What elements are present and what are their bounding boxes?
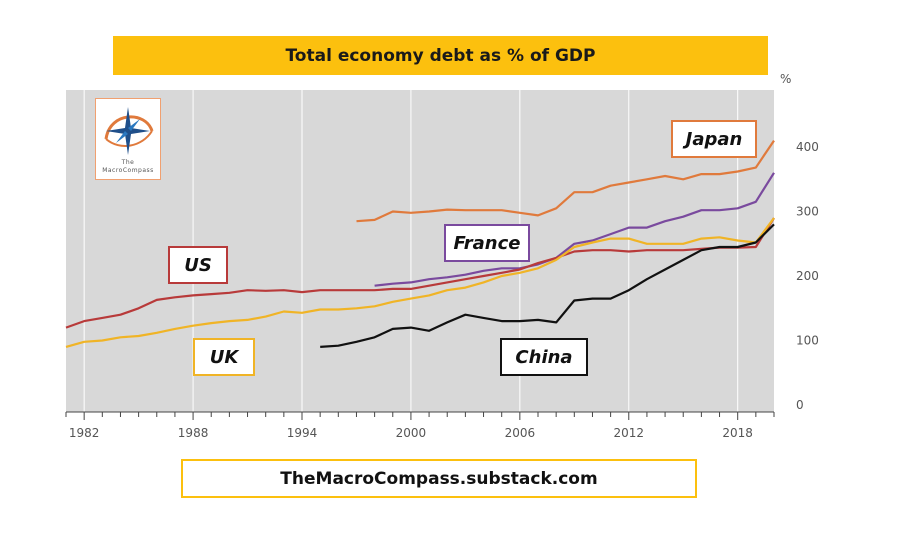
compass-icon (104, 107, 154, 155)
series-line-japan (356, 139, 775, 223)
label-us: US (168, 246, 228, 284)
macrocompass-logo: The MacroCompass (95, 98, 161, 180)
y-tick-label-0: 0 (796, 398, 804, 412)
label-japan: Japan (671, 120, 757, 158)
label-uk: UK (193, 338, 255, 376)
y-axis-unit: % (780, 72, 791, 86)
chart-title: Total economy debt as % of GDP (113, 36, 768, 75)
x-tick-label-2: 1994 (287, 426, 318, 440)
y-tick-label-3: 300 (796, 205, 819, 219)
x-tick-label-4: 2006 (505, 426, 536, 440)
label-france: France (444, 224, 530, 262)
footer-source: TheMacroCompass.substack.com (181, 459, 697, 498)
series-line-china (320, 223, 775, 348)
x-tick-label-6: 2018 (722, 426, 753, 440)
logo-line-2: MacroCompass (102, 167, 154, 174)
x-tick-label-1: 1988 (178, 426, 209, 440)
series-line-us (65, 217, 775, 329)
x-tick-label-3: 2000 (396, 426, 427, 440)
logo-line-1: The (121, 159, 135, 166)
y-tick-label-4: 400 (796, 140, 819, 154)
series-line-uk (65, 217, 775, 348)
series-line-france (374, 172, 775, 287)
x-tick-label-0: 1982 (69, 426, 100, 440)
y-tick-label-2: 200 (796, 269, 819, 283)
label-china: China (500, 338, 588, 376)
y-tick-label-1: 100 (796, 334, 819, 348)
x-tick-label-5: 2012 (613, 426, 644, 440)
